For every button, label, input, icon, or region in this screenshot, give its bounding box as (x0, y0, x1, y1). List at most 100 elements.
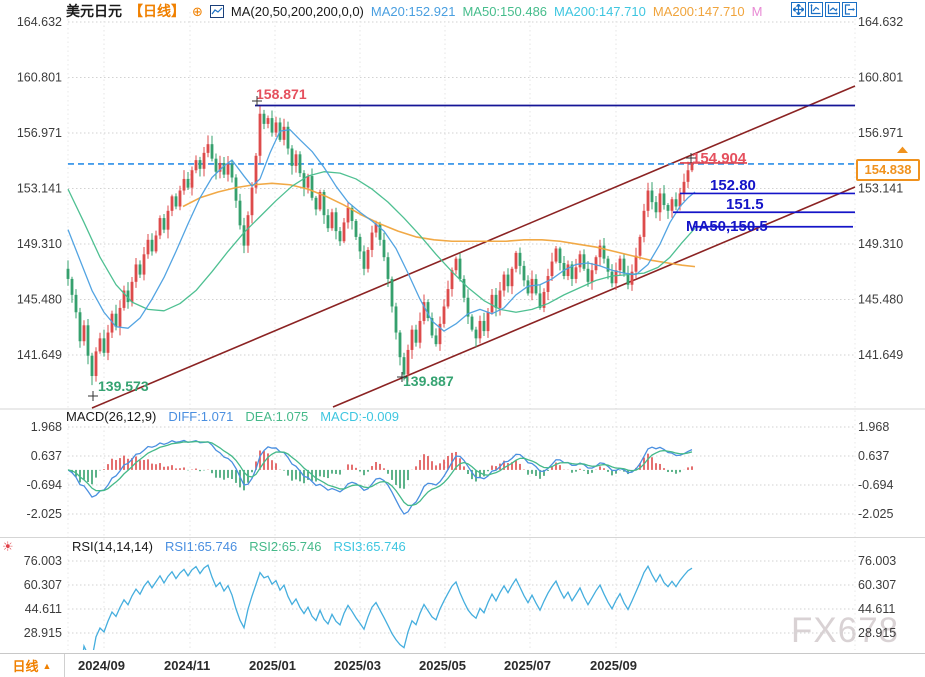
price-axis-label: 156.971 (17, 126, 62, 140)
candle (226, 164, 230, 175)
candle (318, 191, 322, 210)
trend-line[interactable] (332, 186, 856, 408)
rsi-panel-header: RSI(14,14,14) RSI1:65.746 RSI2:65.746 RS… (72, 539, 406, 554)
candle (138, 264, 142, 275)
price-axis-label: 145.480 (17, 293, 62, 307)
ma200-value-2: MA200:147.710 (652, 3, 745, 19)
candle (602, 245, 606, 259)
candle (158, 218, 162, 236)
macd-axis-label: -2.025 (27, 507, 62, 521)
candle (218, 163, 222, 172)
candle (666, 205, 670, 211)
candle (342, 222, 346, 242)
candle (622, 258, 626, 274)
candle (94, 351, 98, 377)
macd-axis-label: 1.968 (858, 420, 889, 434)
candle (406, 349, 410, 375)
candle (110, 313, 114, 333)
candle (322, 191, 326, 216)
m-indicator-label: M (751, 3, 763, 19)
move-tool-icon[interactable] (791, 2, 806, 17)
candle (82, 325, 86, 342)
candle (102, 338, 106, 353)
candle (398, 332, 402, 358)
candle (366, 249, 370, 269)
candle (330, 212, 334, 229)
candle (262, 113, 266, 124)
candle (146, 239, 150, 255)
candle (378, 223, 382, 240)
candle (490, 294, 494, 313)
candle (150, 239, 154, 252)
candle (382, 239, 386, 258)
candle (346, 207, 350, 223)
rsi-panel (82, 564, 693, 650)
price-axis-label: 145.480 (858, 293, 903, 307)
candle (326, 215, 330, 229)
period-label[interactable]: 【日线】 (129, 3, 185, 19)
period-selector[interactable]: 日线 ▲ (0, 654, 65, 677)
candle (302, 173, 306, 188)
candle (462, 278, 466, 298)
macd-axis-label: 0.637 (31, 449, 62, 463)
candle (522, 265, 526, 281)
candle (198, 160, 202, 169)
candle (354, 220, 358, 237)
candle (142, 254, 146, 275)
candle (426, 302, 430, 319)
extreme-price-label: 139.573 (98, 378, 149, 394)
candle (270, 118, 274, 133)
x-axis-zoom-icon[interactable] (825, 2, 840, 17)
candle (582, 254, 586, 269)
candle (286, 126, 290, 149)
settings-sun-icon[interactable]: ☀ (2, 539, 14, 554)
candle (618, 258, 622, 271)
candle (474, 329, 478, 339)
ma200-line (182, 182, 696, 268)
candle (230, 164, 234, 178)
candle (506, 274, 510, 287)
macd-diff-value: DIFF:1.071 (168, 409, 234, 424)
exit-chart-icon[interactable] (842, 2, 857, 17)
candle (186, 178, 190, 188)
candle (662, 193, 666, 206)
candle (458, 258, 462, 279)
candle (446, 289, 450, 307)
ma20-line (67, 129, 696, 332)
rsi-title: RSI(14,14,14) (72, 539, 153, 554)
price-axis-label: 160.801 (17, 71, 62, 85)
candle (122, 290, 126, 308)
rsi-axis-label: 76.003 (24, 554, 62, 568)
candle (646, 190, 650, 211)
ma50-value: MA50:150.486 (462, 3, 548, 19)
candle (642, 210, 646, 237)
candle (402, 357, 406, 375)
candle (498, 290, 502, 308)
candle (486, 312, 490, 332)
candle (438, 323, 442, 345)
candle (650, 190, 654, 203)
y-axis-zoom-icon[interactable] (808, 2, 823, 17)
candle (170, 196, 174, 211)
candle (630, 271, 634, 285)
date-tick-label: 2025/03 (334, 658, 381, 673)
candle (386, 257, 390, 279)
candle (478, 320, 482, 339)
candle (66, 268, 70, 279)
candle (514, 252, 518, 269)
candle (590, 270, 594, 282)
candle (470, 316, 474, 330)
price-axis-label: 160.801 (858, 71, 903, 85)
chart-type-icon[interactable] (209, 4, 224, 18)
candle (98, 338, 102, 352)
date-tick-label: 2025/05 (419, 658, 466, 673)
candle (362, 251, 366, 269)
add-indicator-icon[interactable]: ⊕ (192, 3, 203, 19)
candle (222, 163, 226, 175)
candle (194, 160, 198, 171)
candle (314, 197, 318, 210)
trend-line[interactable] (91, 85, 856, 409)
candle (202, 152, 206, 169)
ma200-value-1: MA200:147.710 (554, 3, 646, 19)
